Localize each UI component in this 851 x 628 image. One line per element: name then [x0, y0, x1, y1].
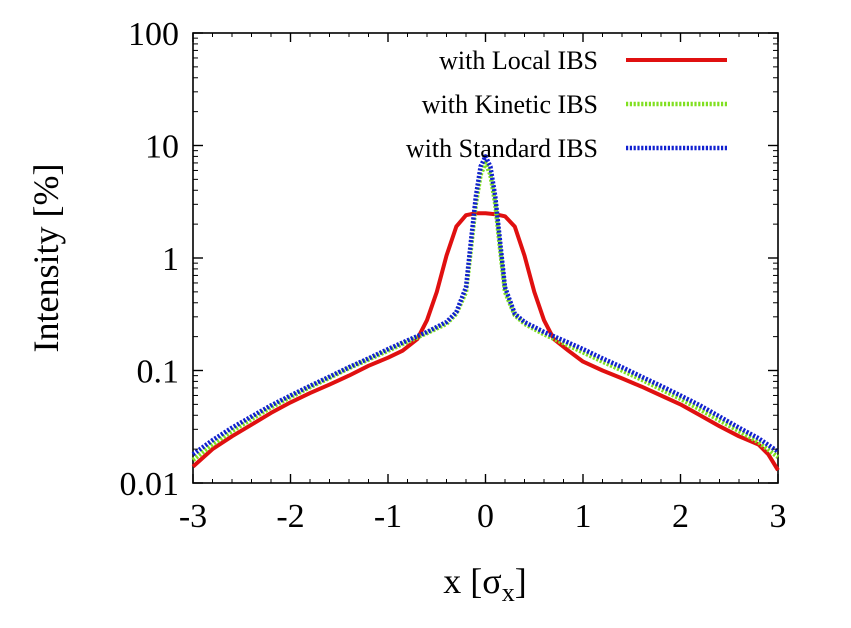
x-tick-label: 3 [770, 498, 787, 535]
y-axis: 0.01 0.1 1 10 100 [120, 16, 778, 503]
x-tick-label: -3 [179, 498, 207, 535]
legend-label: with Local IBS [439, 46, 598, 75]
x-axis-title: x [σx] [443, 561, 526, 607]
legend-label: with Standard IBS [406, 134, 598, 163]
x-tick-label: -1 [374, 498, 402, 535]
x-tick-label: -2 [276, 498, 304, 535]
legend: with Local IBS with Kinetic IBS with Stand… [406, 46, 727, 163]
x-tick-label: 1 [575, 498, 592, 535]
y-tick-label: 1 [162, 241, 179, 278]
legend-label: with Kinetic IBS [422, 90, 598, 119]
x-axis: -3 -2 -1 0 1 2 3 [179, 33, 787, 535]
series-layer [191, 154, 780, 472]
series-line-0 [191, 211, 780, 472]
x-tick-label: 2 [672, 498, 689, 535]
x-tick-label: 0 [477, 498, 494, 535]
series-line-1 [191, 160, 780, 462]
y-tick-label: 0.01 [120, 466, 180, 503]
y-tick-label: 100 [128, 16, 179, 53]
series-line-2 [191, 154, 780, 457]
y-axis-title: Intensity [%] [26, 164, 66, 353]
y-tick-label: 0.1 [137, 354, 180, 391]
y-tick-label: 10 [145, 129, 179, 166]
